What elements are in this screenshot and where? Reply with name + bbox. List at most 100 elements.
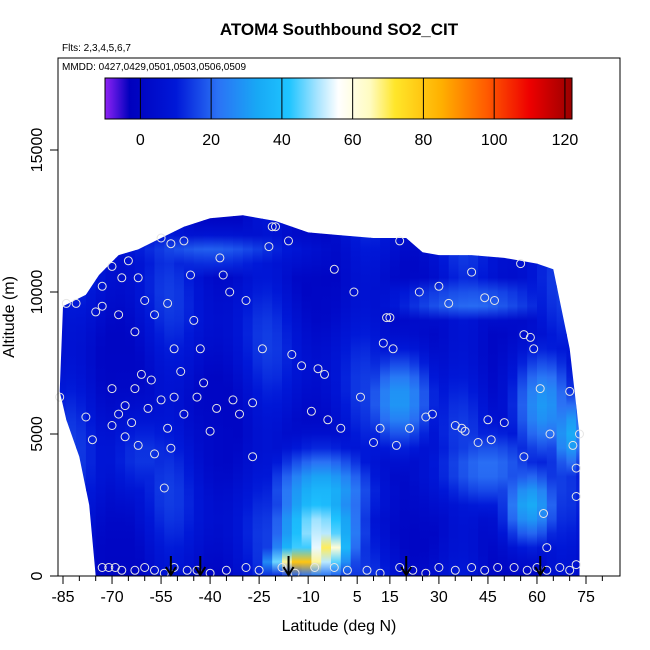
sample-point [218, 270, 228, 280]
sample-point [271, 222, 280, 232]
sample-point [287, 350, 297, 359]
sample-point [130, 384, 140, 394]
heatmap-strip [478, 215, 489, 577]
sample-point [166, 239, 176, 249]
sample-point [493, 563, 503, 572]
sample-point [186, 270, 195, 280]
heatmap-strip [331, 215, 342, 577]
sample-point [329, 264, 339, 274]
sample-point [257, 344, 267, 354]
sample-point [571, 463, 581, 473]
sample-point [421, 568, 431, 578]
sample-point [179, 236, 189, 246]
sample-point [290, 568, 300, 578]
sample-point [555, 563, 565, 572]
sample-point [444, 298, 454, 308]
sample-point [297, 361, 307, 371]
sample-point [568, 440, 578, 450]
flight-arrow-head [282, 566, 295, 577]
sample-point [467, 563, 477, 572]
sample-point [483, 415, 493, 425]
x-tick-label: 75 [577, 589, 595, 606]
sample-point [127, 418, 137, 428]
sample-point [378, 338, 388, 348]
sample-point [516, 259, 526, 269]
sample-point [414, 287, 424, 297]
sample-point [212, 403, 222, 413]
sample-point [156, 233, 166, 243]
sample-point [195, 344, 205, 354]
sample-point [166, 443, 176, 453]
heatmap-strip [517, 215, 528, 577]
sample-point [241, 296, 251, 305]
heatmap-strip [125, 215, 136, 577]
sample-point [143, 403, 153, 413]
y-tick-label: 10000 [29, 270, 46, 315]
sample-point [310, 563, 320, 572]
sample-point [169, 344, 179, 354]
heatmap-strip [174, 215, 185, 577]
heatmap-strip [380, 215, 391, 577]
sample-point [457, 423, 467, 433]
heatmap-strip [350, 215, 362, 577]
heatmap-strip [144, 215, 156, 577]
sample-point [349, 287, 359, 297]
heatmap-strip [252, 215, 263, 577]
heatmap-strip [164, 215, 175, 577]
heatmap-strip [183, 215, 195, 577]
flight-arrow-head [400, 566, 413, 577]
sample-point [241, 563, 251, 572]
sample-point [104, 563, 114, 572]
sample-point [163, 423, 173, 433]
sample-point [114, 409, 124, 419]
sample-point [117, 565, 127, 575]
heatmap-strip [282, 215, 293, 577]
sample-point [375, 568, 385, 578]
sample-point [189, 315, 199, 325]
sample-point [473, 438, 483, 447]
sample-point [369, 438, 378, 447]
sample-point [362, 565, 372, 575]
x-tick-label: -40 [199, 589, 222, 606]
heatmap-strip [370, 215, 381, 577]
x-tick-label: 45 [479, 589, 497, 606]
sample-point [575, 429, 584, 439]
sample-point [519, 452, 529, 462]
sample-point [375, 423, 385, 433]
heatmap-layer [59, 215, 580, 577]
x-tick-label: -55 [150, 589, 173, 606]
heatmap-strip [193, 215, 205, 577]
colorbar-gradient [104, 77, 573, 120]
sample-point [87, 435, 97, 445]
colorbar-tick-label: 100 [481, 132, 508, 149]
heatmap-strip [458, 215, 469, 577]
sample-point [356, 392, 365, 402]
sample-point [235, 409, 244, 419]
chart-title: ATOM4 Southbound SO2_CIT [220, 20, 459, 39]
heatmap-strip [527, 215, 538, 577]
heatmap-strip [321, 215, 332, 577]
colorbar-tick-label: 80 [415, 132, 433, 149]
sample-point [323, 415, 333, 425]
heatmap-strip [546, 215, 558, 577]
sample-point [205, 426, 215, 436]
sample-point [490, 296, 499, 305]
heatmap-strip [66, 215, 77, 577]
heatmap-strip [389, 215, 401, 577]
sample-point [215, 253, 225, 263]
heatmap-strip [419, 215, 430, 577]
sample-point [228, 395, 238, 405]
x-tick-label: 30 [430, 589, 448, 606]
heatmap-strip [105, 215, 116, 577]
sample-point [120, 432, 130, 442]
heatmap-strip [233, 215, 244, 577]
flight-arrow-head [534, 566, 547, 577]
sample-point [277, 563, 287, 572]
sample-point [61, 298, 71, 308]
sample-point [565, 565, 575, 575]
sample-point [571, 492, 581, 501]
heatmap-strip [487, 215, 499, 577]
sample-point [264, 242, 274, 252]
sample-point [221, 565, 231, 575]
x-tick-label: 60 [528, 589, 546, 606]
